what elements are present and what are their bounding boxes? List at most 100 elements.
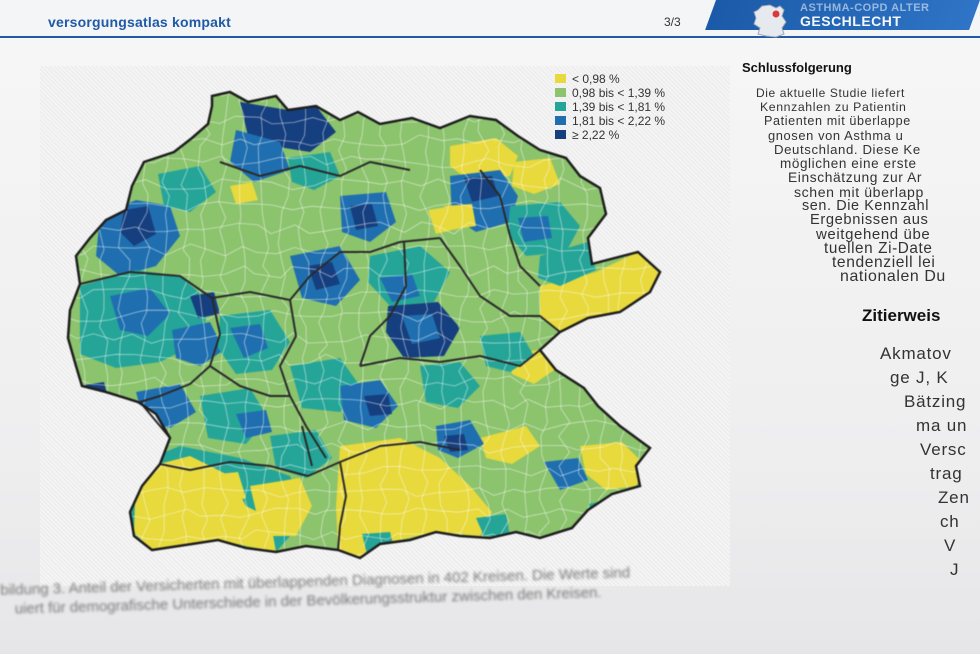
citation-line: Akmatov <box>880 344 952 363</box>
district-region <box>110 288 170 336</box>
legend-swatch <box>555 74 566 83</box>
district-line <box>257 92 270 551</box>
banner-line-1: ASTHMA-COPD ALTER <box>800 2 930 14</box>
state-boundary <box>439 237 561 333</box>
district-line <box>477 92 491 549</box>
district-line <box>397 92 410 549</box>
district-line <box>157 92 171 548</box>
district-region <box>230 182 258 204</box>
district-line <box>68 243 660 257</box>
map-legend: < 0,98 % 0,98 bis < 1,39 % 1,39 bis < 1,81… <box>555 72 735 142</box>
district-line <box>68 288 660 301</box>
legend-item: 0,98 bis < 1,39 % <box>555 85 735 100</box>
state-boundary <box>479 169 541 287</box>
citation-line: Bätzing <box>904 392 967 411</box>
section-heading: Schlussfolgerung <box>742 60 852 75</box>
citation-line: V <box>944 536 957 555</box>
legend-label: 0,98 bis < 1,39 % <box>572 85 666 100</box>
state-boundary <box>79 271 221 403</box>
legend-label: 1,39 bis < 1,81 % <box>572 99 666 114</box>
paragraph-line: Ergebnissen aus <box>810 212 929 228</box>
district-line <box>68 485 660 499</box>
district-region <box>100 418 168 466</box>
district-line <box>68 309 660 323</box>
district-line <box>437 92 451 550</box>
district-line <box>377 92 391 550</box>
legend-swatch <box>555 102 566 111</box>
district-line <box>218 92 231 552</box>
district-region <box>380 274 420 302</box>
banner-text: ASTHMA-COPD ALTER GESCHLECHT <box>800 2 930 28</box>
paragraph-line: schen mit überlapp <box>794 184 924 200</box>
state-boundary <box>359 241 407 367</box>
district-line <box>68 221 660 235</box>
banner-line-2: GESCHLECHT <box>800 13 902 29</box>
legend-item: 1,39 bis < 1,81 % <box>555 99 735 114</box>
paragraph-line: sen. Die Kennzahl <box>802 198 929 214</box>
district-line <box>317 92 331 548</box>
district-region <box>480 426 540 464</box>
district-line <box>457 92 470 550</box>
district-line <box>417 92 431 553</box>
state-boundary <box>219 161 411 177</box>
district-region <box>230 324 268 358</box>
paragraph-line: tuellen Zi-Date <box>824 240 933 257</box>
district-line <box>537 92 551 549</box>
district-line <box>297 92 310 554</box>
district-line <box>68 507 660 520</box>
district-region <box>580 442 646 490</box>
germany-district-map <box>66 90 662 560</box>
legend-label: ≥ 2,22 % <box>572 127 620 142</box>
publication-title: versorgungsatlas kompakt <box>48 14 231 30</box>
legend-item: ≥ 2,22 % <box>555 127 735 142</box>
choropleth-map <box>40 66 730 586</box>
state-boundary <box>159 441 461 477</box>
district-region <box>402 314 440 344</box>
district-region <box>120 206 156 246</box>
district-line <box>68 177 660 191</box>
district-region <box>518 216 552 242</box>
district-region <box>336 438 492 558</box>
district-line <box>557 92 571 550</box>
citation-line: ma un <box>916 416 968 435</box>
district-region <box>134 456 276 552</box>
legend-item: 1,81 bis < 2,22 % <box>555 113 735 128</box>
district-region <box>540 252 660 332</box>
district-region <box>364 394 392 416</box>
district-line <box>197 92 211 551</box>
paragraph-line: nationalen Du <box>840 268 946 285</box>
citation-line: Zen <box>938 488 970 507</box>
district-line <box>637 92 651 547</box>
legend-swatch <box>555 88 566 97</box>
legend-swatch <box>555 130 566 139</box>
district-line <box>337 92 350 552</box>
district-line <box>68 92 70 549</box>
district-line <box>68 397 660 410</box>
state-boundary <box>301 425 313 467</box>
citation-line: Versc <box>920 440 967 459</box>
district-line <box>68 463 660 477</box>
district-line <box>497 92 511 547</box>
paragraph-line: gnosen von Asthma u <box>768 128 904 143</box>
paragraph-line: Deutschland. Diese Ke <box>774 142 921 157</box>
district-region <box>308 262 340 290</box>
state-boundary <box>279 299 327 459</box>
paragraph-line: tendenziell lei <box>832 254 936 271</box>
district-line <box>237 92 251 551</box>
citation-line: J <box>950 560 960 579</box>
district-region <box>350 204 378 230</box>
state-boundary <box>359 349 541 367</box>
paragraph-line: Kennzahlen zu Patientin <box>760 100 907 114</box>
paragraph-line: möglichen eine erste <box>780 156 917 171</box>
citation-line: ch <box>940 512 960 531</box>
district-region <box>230 130 290 182</box>
state-boundary <box>211 237 441 301</box>
legend-label: 1,81 bis < 2,22 % <box>572 113 666 128</box>
paragraph-line: Patienten mit überlappe <box>764 114 911 128</box>
district-line <box>68 200 660 212</box>
district-line <box>277 92 291 553</box>
paragraph-line: Einschätzung zur Ar <box>788 170 923 185</box>
legend-item: < 0,98 % <box>555 72 735 86</box>
district-fills <box>68 92 660 558</box>
